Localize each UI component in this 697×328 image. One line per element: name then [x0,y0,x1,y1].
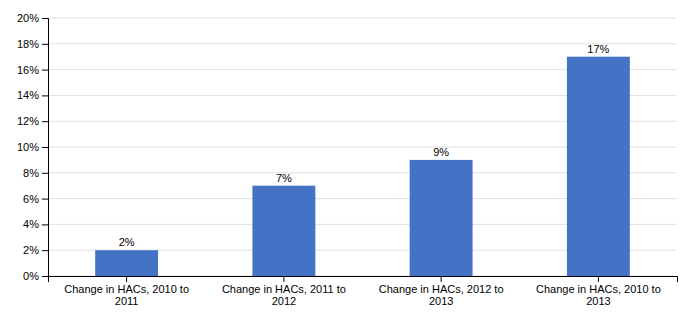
tick-mark [42,70,48,71]
tick-label: 20% [17,12,39,24]
tick-mark [42,199,48,200]
tick-mark [42,276,48,277]
y-tick: 14% [17,89,48,101]
tick-mark [42,173,48,174]
y-tick: 18% [17,38,48,50]
tick-mark [42,121,48,122]
tick-label-line: Change in HACs, 2010 to [64,283,189,295]
tick-mark [42,95,48,96]
tick-label: 18% [17,38,39,50]
y-tick: 12% [17,115,48,127]
grid [48,18,677,276]
x-tick: Change in HACs, 2010 to2011 [64,276,189,307]
y-tick: 4% [23,218,48,230]
y-tick: 20% [17,12,48,24]
y-tick: 8% [23,167,48,179]
tick-mark [42,44,48,45]
y-tick: 2% [23,244,48,256]
tick-label-line: Change in HACs, 2012 to [379,283,504,295]
bar [252,186,315,276]
y-axis: 0% 2% 4% 6% 8% 10% 12% 14% 16% 18% 20% [17,12,49,282]
tick-label: 16% [17,64,39,76]
grid-line [48,18,677,19]
y-tick: 10% [17,141,48,153]
tick-label: 14% [17,89,39,101]
data-labels: 2% 7% 9% 17% [119,43,610,249]
y-tick: 16% [17,64,48,76]
tick-label: Change in HACs, 2010 to2013 [536,283,661,308]
tick-label-line: 2011 [115,295,139,307]
tick-label: 0% [23,270,39,282]
tick-mark [42,18,48,19]
tick-mark [42,250,48,251]
tick-mark [42,147,48,148]
tick-label-line: 2013 [586,295,610,307]
x-axis: Change in HACs, 2010 to2011Change in HAC… [49,276,678,307]
bar [410,160,473,276]
y-tick: 0% [23,270,48,282]
tick-label-line: 2013 [429,295,453,307]
tick-label-line: Change in HACs, 2011 to [222,283,346,295]
tick-mark [598,276,599,282]
tick-label: 6% [23,193,39,205]
data-label: 17% [587,43,609,55]
tick-label: Change in HACs, 2010 to2011 [64,283,189,308]
bars [95,57,630,276]
tick-mark [126,276,127,282]
data-label: 2% [119,236,135,248]
tick-mark [283,276,284,282]
chart-container: 0% 2% 4% 6% 8% 10% 12% 14% 16% 18% 20% Change in HA… [0,0,697,328]
y-tick: 6% [23,193,48,205]
tick-label: Change in HACs, 2012 to2013 [379,283,504,308]
axis-line [42,19,49,277]
x-tick: Change in HACs, 2011 to2012 [222,276,346,307]
tick-mark [441,276,442,282]
grid-line [48,43,677,44]
x-tick: Change in HACs, 2012 to2013 [379,276,504,307]
axis-line [49,277,678,283]
plot-area: 0% 2% 4% 6% 8% 10% 12% 14% 16% 18% 20% Change in HA… [17,12,678,307]
tick-label-line: Change in HACs, 2010 to [536,283,661,295]
bar [567,57,630,276]
tick-label: 8% [23,167,39,179]
bar [95,250,158,276]
tick-label: 4% [23,218,39,230]
data-label: 7% [276,172,292,184]
chart-svg: 0% 2% 4% 6% 8% 10% 12% 14% 16% 18% 20% Change in HA… [0,0,697,328]
tick-label: 12% [17,115,39,127]
x-tick: Change in HACs, 2010 to2013 [536,276,661,307]
tick-label: 10% [17,141,39,153]
tick-label: Change in HACs, 2011 to2012 [222,283,346,308]
tick-label-line: 2012 [272,295,296,307]
tick-mark [42,224,48,225]
tick-label: 2% [23,244,39,256]
data-label: 9% [433,146,449,158]
